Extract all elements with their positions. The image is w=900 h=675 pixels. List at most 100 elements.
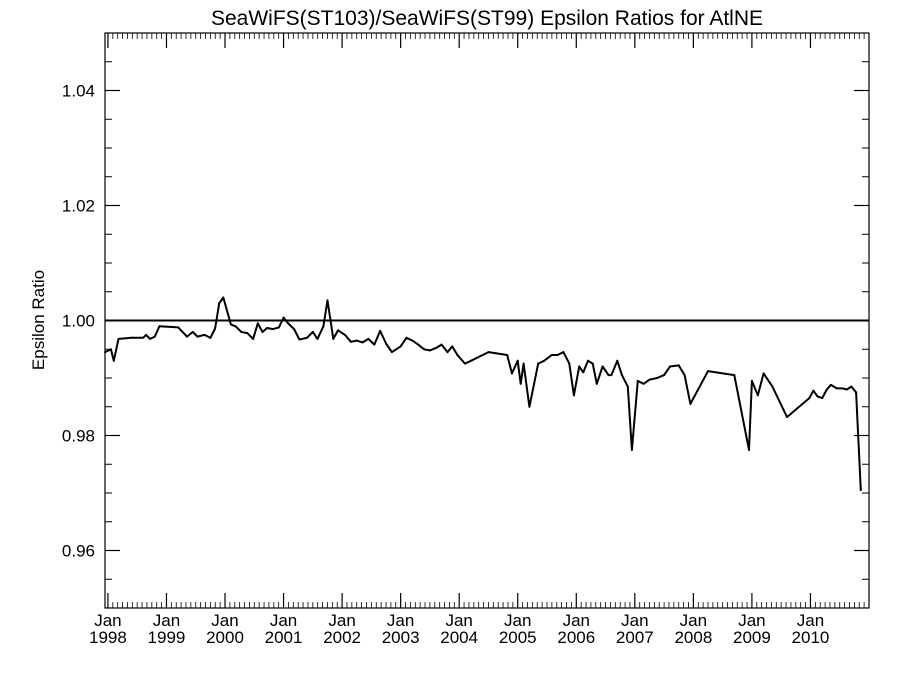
data-point <box>234 325 237 328</box>
data-point <box>648 378 651 381</box>
data-point <box>385 342 388 345</box>
data-point <box>305 336 308 339</box>
data-point <box>185 335 188 338</box>
data-point <box>252 337 255 340</box>
data-point <box>256 322 259 325</box>
data-point <box>756 394 759 397</box>
x-tick-year: 2002 <box>323 628 361 647</box>
data-point <box>142 336 145 339</box>
x-tick-month: Jan <box>563 611 590 630</box>
data-point <box>293 328 296 331</box>
data-point <box>689 402 692 405</box>
x-tick-month: Jan <box>680 611 707 630</box>
data-point <box>572 394 575 397</box>
data-point <box>845 388 848 391</box>
data-point <box>379 329 382 332</box>
x-tick-year: 1999 <box>148 628 186 647</box>
data-point <box>109 348 112 351</box>
chart-title: SeaWiFS(ST103)/SeaWiFS(ST99) Epsilon Rat… <box>211 7 763 30</box>
x-tick-year: 2010 <box>792 628 830 647</box>
data-point <box>562 351 565 354</box>
data-point <box>607 374 610 377</box>
data-point <box>130 336 133 339</box>
data-point <box>841 387 844 390</box>
data-point <box>423 348 426 351</box>
data-point <box>405 336 408 339</box>
data-point <box>322 325 325 328</box>
y-tick-label: 0.98 <box>62 427 95 446</box>
data-point <box>543 359 546 362</box>
x-tick-year: 2000 <box>206 628 244 647</box>
data-point <box>298 338 301 341</box>
x-tick-month: Jan <box>387 611 414 630</box>
data-point <box>707 370 710 373</box>
data-point <box>506 354 509 356</box>
data-point <box>516 359 519 362</box>
data-point <box>311 331 314 333</box>
x-tick-month: Jan <box>211 611 238 630</box>
data-point <box>390 351 393 354</box>
data-point <box>591 362 594 365</box>
data-point <box>191 331 194 333</box>
data-point <box>326 299 329 302</box>
data-point <box>677 364 680 367</box>
data-point <box>246 332 249 335</box>
data-point <box>859 489 862 492</box>
data-point <box>287 322 290 325</box>
x-tick-month: Jan <box>153 611 180 630</box>
data-point <box>451 345 454 348</box>
data-point <box>825 388 828 391</box>
data-point <box>469 359 472 362</box>
data-point <box>762 372 765 375</box>
data-point <box>411 339 414 342</box>
data-point <box>771 385 774 388</box>
x-tick-year: 2006 <box>557 628 595 647</box>
x-tick-year: 2007 <box>616 628 654 647</box>
data-point <box>829 383 832 386</box>
data-point <box>786 416 789 419</box>
data-point <box>112 359 115 362</box>
data-point <box>367 337 370 340</box>
y-tick-label: 1.02 <box>62 197 95 216</box>
data-point <box>586 359 589 362</box>
data-point <box>610 374 613 377</box>
data-point <box>747 448 750 451</box>
data-point <box>616 359 619 362</box>
x-tick-month: Jan <box>738 611 765 630</box>
x-tick-year: 2008 <box>674 628 712 647</box>
y-tick-label: 1.04 <box>62 82 95 101</box>
data-point <box>626 385 629 388</box>
data-point <box>428 349 431 352</box>
data-point <box>550 354 553 356</box>
y-tick-label: 1.00 <box>62 312 95 331</box>
data-point <box>446 351 449 354</box>
data-point <box>821 397 824 400</box>
data-point <box>636 379 639 382</box>
data-point <box>218 302 221 305</box>
data-point <box>683 374 686 377</box>
data-point <box>434 347 437 350</box>
data-point <box>601 365 604 368</box>
data-point <box>158 325 161 328</box>
data-point <box>261 331 264 333</box>
data-point <box>196 335 199 338</box>
data-point <box>282 316 285 319</box>
x-tick-year: 2003 <box>382 628 420 647</box>
data-point <box>578 365 581 368</box>
data-point <box>266 326 269 329</box>
data-point <box>104 351 106 354</box>
data-point <box>668 365 671 368</box>
x-tick-year: 2004 <box>440 628 478 647</box>
data-point <box>510 372 513 375</box>
data-point <box>399 345 402 348</box>
data-point <box>272 328 275 331</box>
x-tick-month: Jan <box>270 611 297 630</box>
data-point <box>487 351 490 354</box>
data-point <box>835 387 838 390</box>
data-point <box>733 374 736 377</box>
data-point <box>656 377 659 379</box>
x-tick-year: 2001 <box>265 628 303 647</box>
data-point <box>222 296 225 299</box>
data-point <box>117 337 120 340</box>
